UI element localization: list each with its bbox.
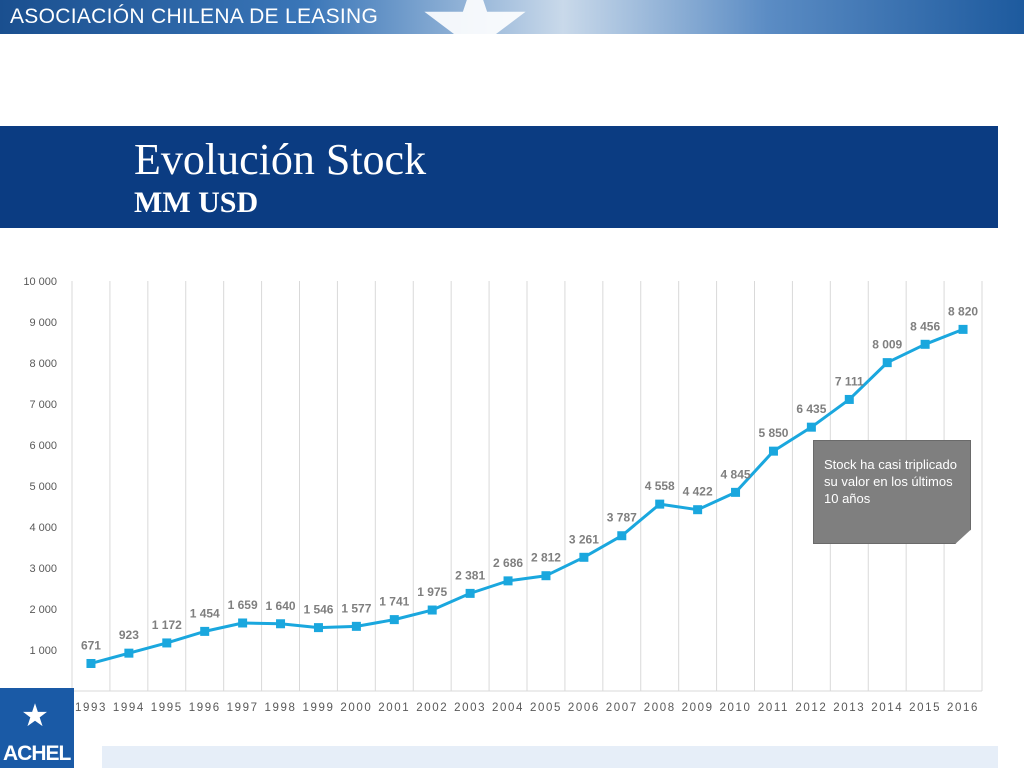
data-point-marker [844, 394, 854, 404]
data-label: 7 111 [835, 374, 864, 388]
data-point-marker [427, 605, 437, 615]
data-point-marker [806, 422, 816, 432]
x-tick-label: 1999 [302, 702, 334, 714]
data-label: 8 820 [948, 304, 978, 318]
slide-title: Evolución Stock [134, 135, 427, 184]
y-tick-label: 3 000 [29, 563, 57, 575]
y-tick-label: 2 000 [29, 604, 57, 616]
data-label: 1 659 [228, 598, 258, 612]
y-tick-label: 8 000 [29, 358, 57, 370]
y-tick-label: 1 000 [29, 645, 57, 657]
x-tick-label: 1998 [265, 702, 297, 714]
data-point-marker [655, 499, 665, 509]
x-tick-label: 2004 [492, 702, 524, 714]
data-point-marker [465, 588, 475, 598]
y-tick-label: 4 000 [29, 522, 57, 534]
data-point-marker [882, 358, 892, 368]
x-tick-label: 2011 [758, 702, 789, 714]
data-point-marker [313, 623, 323, 633]
data-point-marker [276, 619, 286, 629]
data-label: 2 381 [455, 568, 485, 582]
series-line [90, 327, 964, 665]
data-point-marker [731, 487, 741, 497]
data-point-marker [768, 446, 778, 456]
data-label: 1 546 [303, 603, 333, 617]
data-label: 5 850 [758, 426, 788, 440]
data-label: 2 812 [531, 551, 561, 565]
data-point-marker [541, 571, 551, 581]
data-point-marker [162, 638, 172, 648]
data-point-marker [200, 626, 210, 636]
x-tick-label: 1993 [75, 702, 107, 714]
data-point-marker [617, 531, 627, 541]
data-label: 3 261 [569, 532, 599, 546]
y-tick-label: 10 000 [23, 276, 57, 288]
data-label: 4 845 [721, 467, 751, 481]
data-label: 1 640 [266, 599, 296, 613]
x-tick-label: 2015 [909, 702, 941, 714]
data-point-marker [124, 648, 134, 658]
data-label: 1 577 [341, 601, 371, 615]
x-tick-label: 2003 [454, 702, 486, 714]
x-tick-label: 2008 [644, 702, 676, 714]
y-tick-label: 7 000 [29, 399, 57, 411]
x-tick-label: 2009 [682, 702, 714, 714]
logo-text: ACHEL [3, 742, 71, 765]
x-tick-label: 2013 [833, 702, 865, 714]
star-icon [424, 0, 526, 34]
x-tick-label: 1994 [113, 702, 145, 714]
data-point-marker [86, 658, 96, 668]
x-tick-label: 1997 [227, 702, 259, 714]
x-tick-label: 2005 [530, 702, 562, 714]
data-point-marker [958, 324, 968, 334]
x-tick-label: 2016 [947, 702, 979, 714]
slide-subtitle: MM USD [134, 186, 259, 219]
data-label: 1 741 [379, 595, 409, 609]
x-tick-label: 2014 [871, 702, 903, 714]
x-tick-label: 2002 [416, 702, 448, 714]
data-label: 6 435 [796, 402, 826, 416]
org-name: ASOCIACIÓN CHILENA DE LEASING [10, 5, 379, 28]
achel-logo: ACHEL [0, 688, 74, 768]
data-label: 4 558 [645, 479, 675, 493]
data-label: 923 [119, 628, 139, 642]
data-label: 8 456 [910, 319, 940, 333]
y-tick-label: 9 000 [29, 317, 57, 329]
data-label: 1 172 [152, 618, 182, 632]
data-label: 671 [81, 638, 101, 652]
title-band: Evolución Stock MM USD [0, 126, 998, 228]
data-label: 2 686 [493, 556, 523, 570]
data-label: 4 422 [683, 485, 713, 499]
callout-note: Stock ha casi triplicado su valor en los… [813, 440, 971, 544]
header-banner: ASOCIACIÓN CHILENA DE LEASING [0, 0, 1024, 34]
data-point-marker [238, 618, 248, 628]
data-point-marker [389, 615, 399, 625]
y-tick-label: 5 000 [29, 481, 57, 493]
x-tick-label: 2006 [568, 702, 600, 714]
x-tick-label: 1995 [151, 702, 183, 714]
x-tick-label: 2010 [720, 702, 752, 714]
x-tick-label: 2007 [606, 702, 638, 714]
x-tick-label: 2012 [795, 702, 827, 714]
data-label: 1 975 [417, 585, 447, 599]
footer-strip [102, 746, 998, 768]
data-point-marker [693, 505, 703, 515]
x-tick-label: 2001 [378, 702, 410, 714]
data-label: 1 454 [190, 606, 220, 620]
data-label: 3 787 [607, 511, 637, 525]
logo-star-icon [23, 703, 47, 727]
data-point-marker [503, 576, 513, 586]
data-point-marker [579, 552, 589, 562]
x-tick-label: 1996 [189, 702, 221, 714]
data-point-marker [351, 621, 361, 631]
callout-text: Stock ha casi triplicado su valor en los… [824, 457, 957, 506]
x-tick-label: 2000 [340, 702, 372, 714]
data-label: 8 009 [872, 338, 902, 352]
y-tick-label: 6 000 [29, 440, 57, 452]
data-point-marker [920, 339, 930, 349]
